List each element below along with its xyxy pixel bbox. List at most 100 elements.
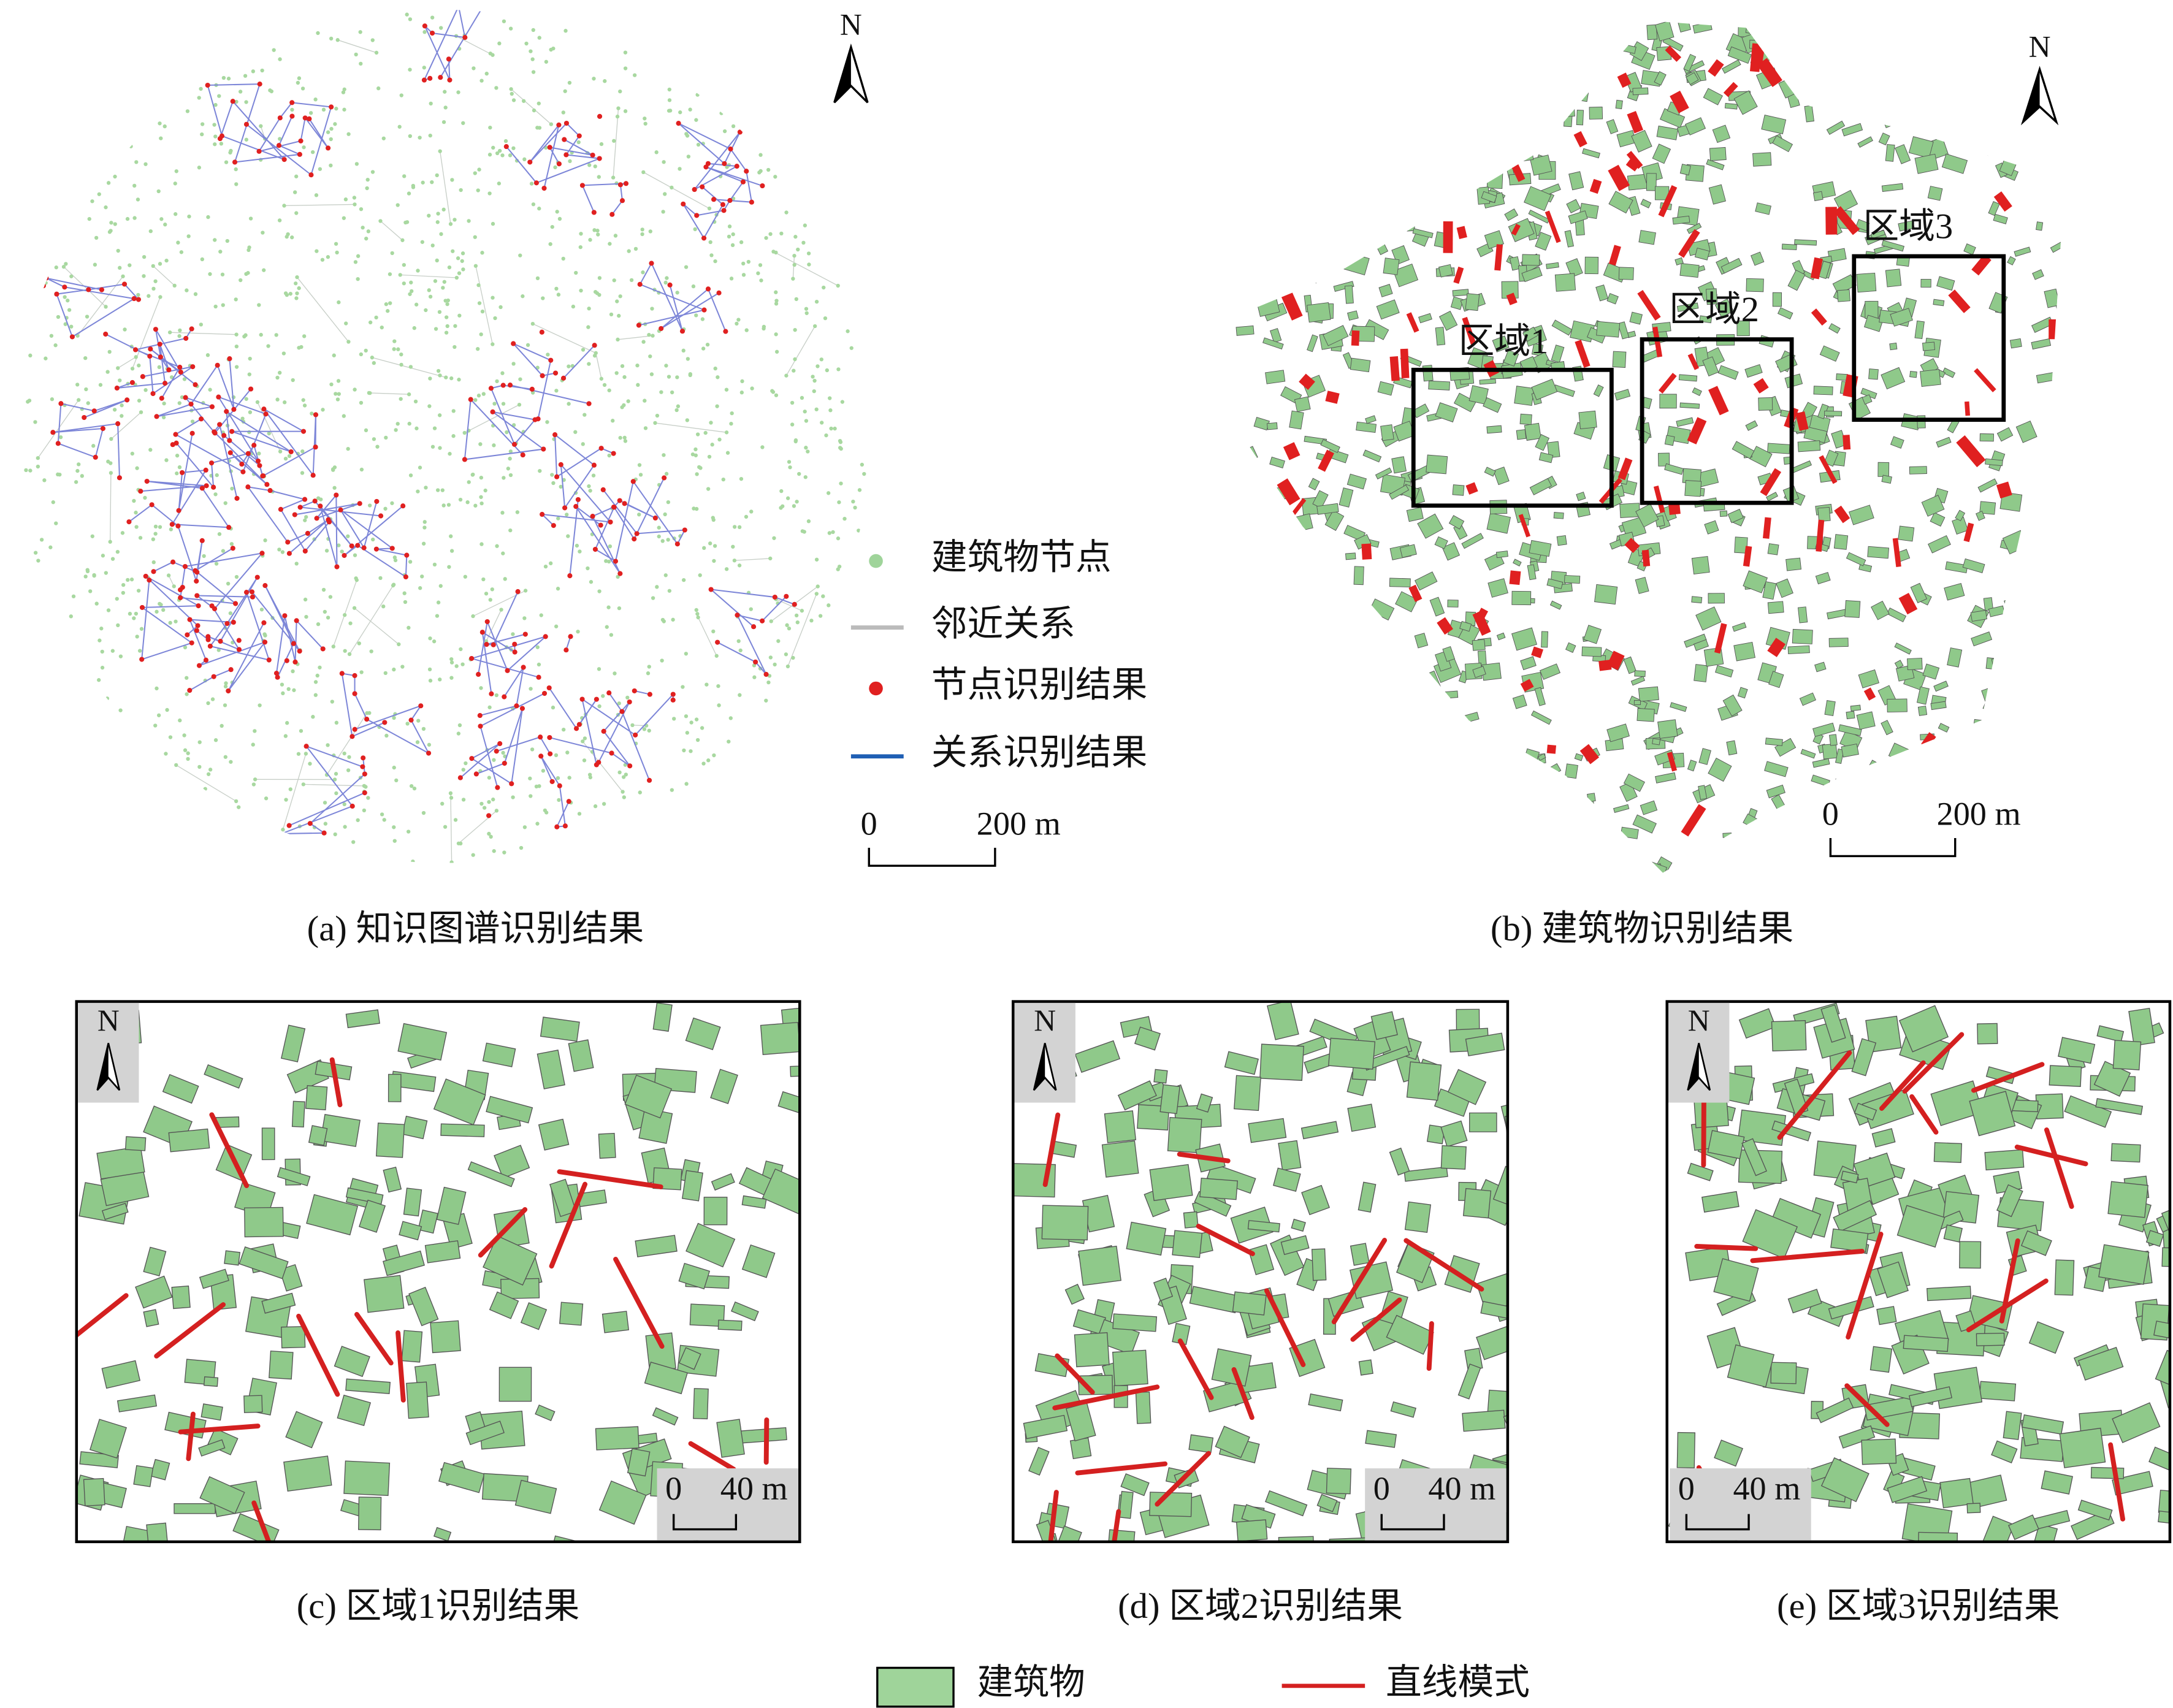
building-node [342, 87, 346, 91]
building-node [796, 247, 800, 252]
pattern-node [563, 152, 569, 158]
pattern-edge [72, 298, 135, 338]
pattern-building [1833, 206, 1860, 235]
building-node [494, 809, 499, 813]
pattern-edge [278, 145, 300, 155]
building [601, 1311, 630, 1333]
pattern-node [576, 133, 582, 139]
building [1428, 380, 1450, 391]
building-node [285, 721, 289, 725]
building-node [93, 262, 97, 267]
pattern-building [1546, 744, 1556, 754]
pattern-node [190, 364, 196, 370]
building-node [362, 808, 367, 813]
pattern-node [490, 409, 495, 414]
building [1383, 257, 1400, 275]
pattern-node [86, 287, 91, 292]
pattern-edge [565, 135, 580, 156]
building-node [221, 303, 225, 307]
pattern-node [679, 329, 686, 334]
pattern-edge [341, 673, 353, 737]
building [2060, 671, 2065, 692]
building [1212, 738, 1227, 757]
building-node [555, 210, 559, 214]
building [1531, 378, 1558, 400]
pattern-node [187, 617, 193, 622]
building [1434, 536, 1448, 549]
pattern-edge [142, 607, 193, 644]
pattern-edge [424, 25, 451, 80]
building [1377, 145, 1391, 160]
building-node [175, 453, 180, 458]
pattern-node [554, 474, 560, 479]
building-node [97, 192, 101, 196]
pattern-edge [211, 463, 215, 487]
pattern-node [54, 291, 59, 297]
pattern-edge [56, 289, 89, 295]
building-node [495, 544, 499, 548]
pattern-node [203, 467, 208, 473]
building-node [554, 753, 559, 757]
building [1646, 24, 1658, 40]
legend-symbol [876, 1666, 955, 1708]
pattern-node [262, 583, 268, 589]
pattern-edge [140, 485, 207, 492]
pattern-node [285, 539, 291, 545]
building [1867, 546, 1890, 559]
pattern-node [236, 647, 242, 652]
building [1524, 422, 1541, 441]
building-node [667, 98, 672, 102]
line-pattern [688, 1441, 736, 1472]
building [1278, 556, 1294, 574]
pattern-node [297, 151, 302, 157]
building [1593, 384, 1604, 397]
pattern-edge [566, 154, 600, 159]
building-node [395, 203, 400, 207]
pattern-node [349, 734, 355, 739]
pattern-node [418, 703, 424, 709]
building-node [480, 309, 485, 314]
building [1841, 743, 1859, 758]
pattern-building [1449, 852, 1459, 865]
building [1252, 117, 1281, 144]
building-node [113, 222, 117, 226]
building [1855, 82, 1865, 95]
pattern-node [55, 441, 61, 446]
building [1493, 467, 1510, 486]
building-node [372, 360, 376, 365]
building-node [259, 332, 263, 337]
building-node [264, 796, 269, 801]
building-node [522, 825, 527, 829]
building [1323, 35, 1345, 52]
building-node [806, 449, 810, 454]
building [1427, 721, 1444, 741]
pattern-node [199, 486, 205, 491]
building [1841, 123, 1863, 137]
building [1294, 547, 1316, 565]
pattern-building [1527, 124, 1545, 148]
building-node [202, 554, 206, 559]
pattern-building [1976, 32, 1993, 48]
building-node [771, 390, 776, 394]
relation-edge [456, 36, 493, 56]
pattern-node [606, 690, 612, 696]
building-node [655, 585, 659, 589]
pattern-edge [693, 131, 741, 190]
building [1614, 389, 1631, 401]
building [1854, 1102, 1877, 1121]
pattern-node [547, 145, 552, 150]
building [1496, 632, 1506, 641]
pattern-building [1448, 167, 1457, 184]
building-node [700, 317, 705, 321]
building-node [818, 614, 823, 618]
pattern-node [292, 512, 297, 517]
building [150, 1458, 170, 1481]
pattern-building [1814, 71, 1834, 94]
pattern-edge [611, 200, 623, 215]
pattern-node [264, 482, 270, 487]
building-node [581, 442, 585, 446]
building [1299, 677, 1319, 699]
building-node [109, 461, 113, 465]
building [1584, 256, 1599, 275]
building-node [164, 458, 169, 462]
